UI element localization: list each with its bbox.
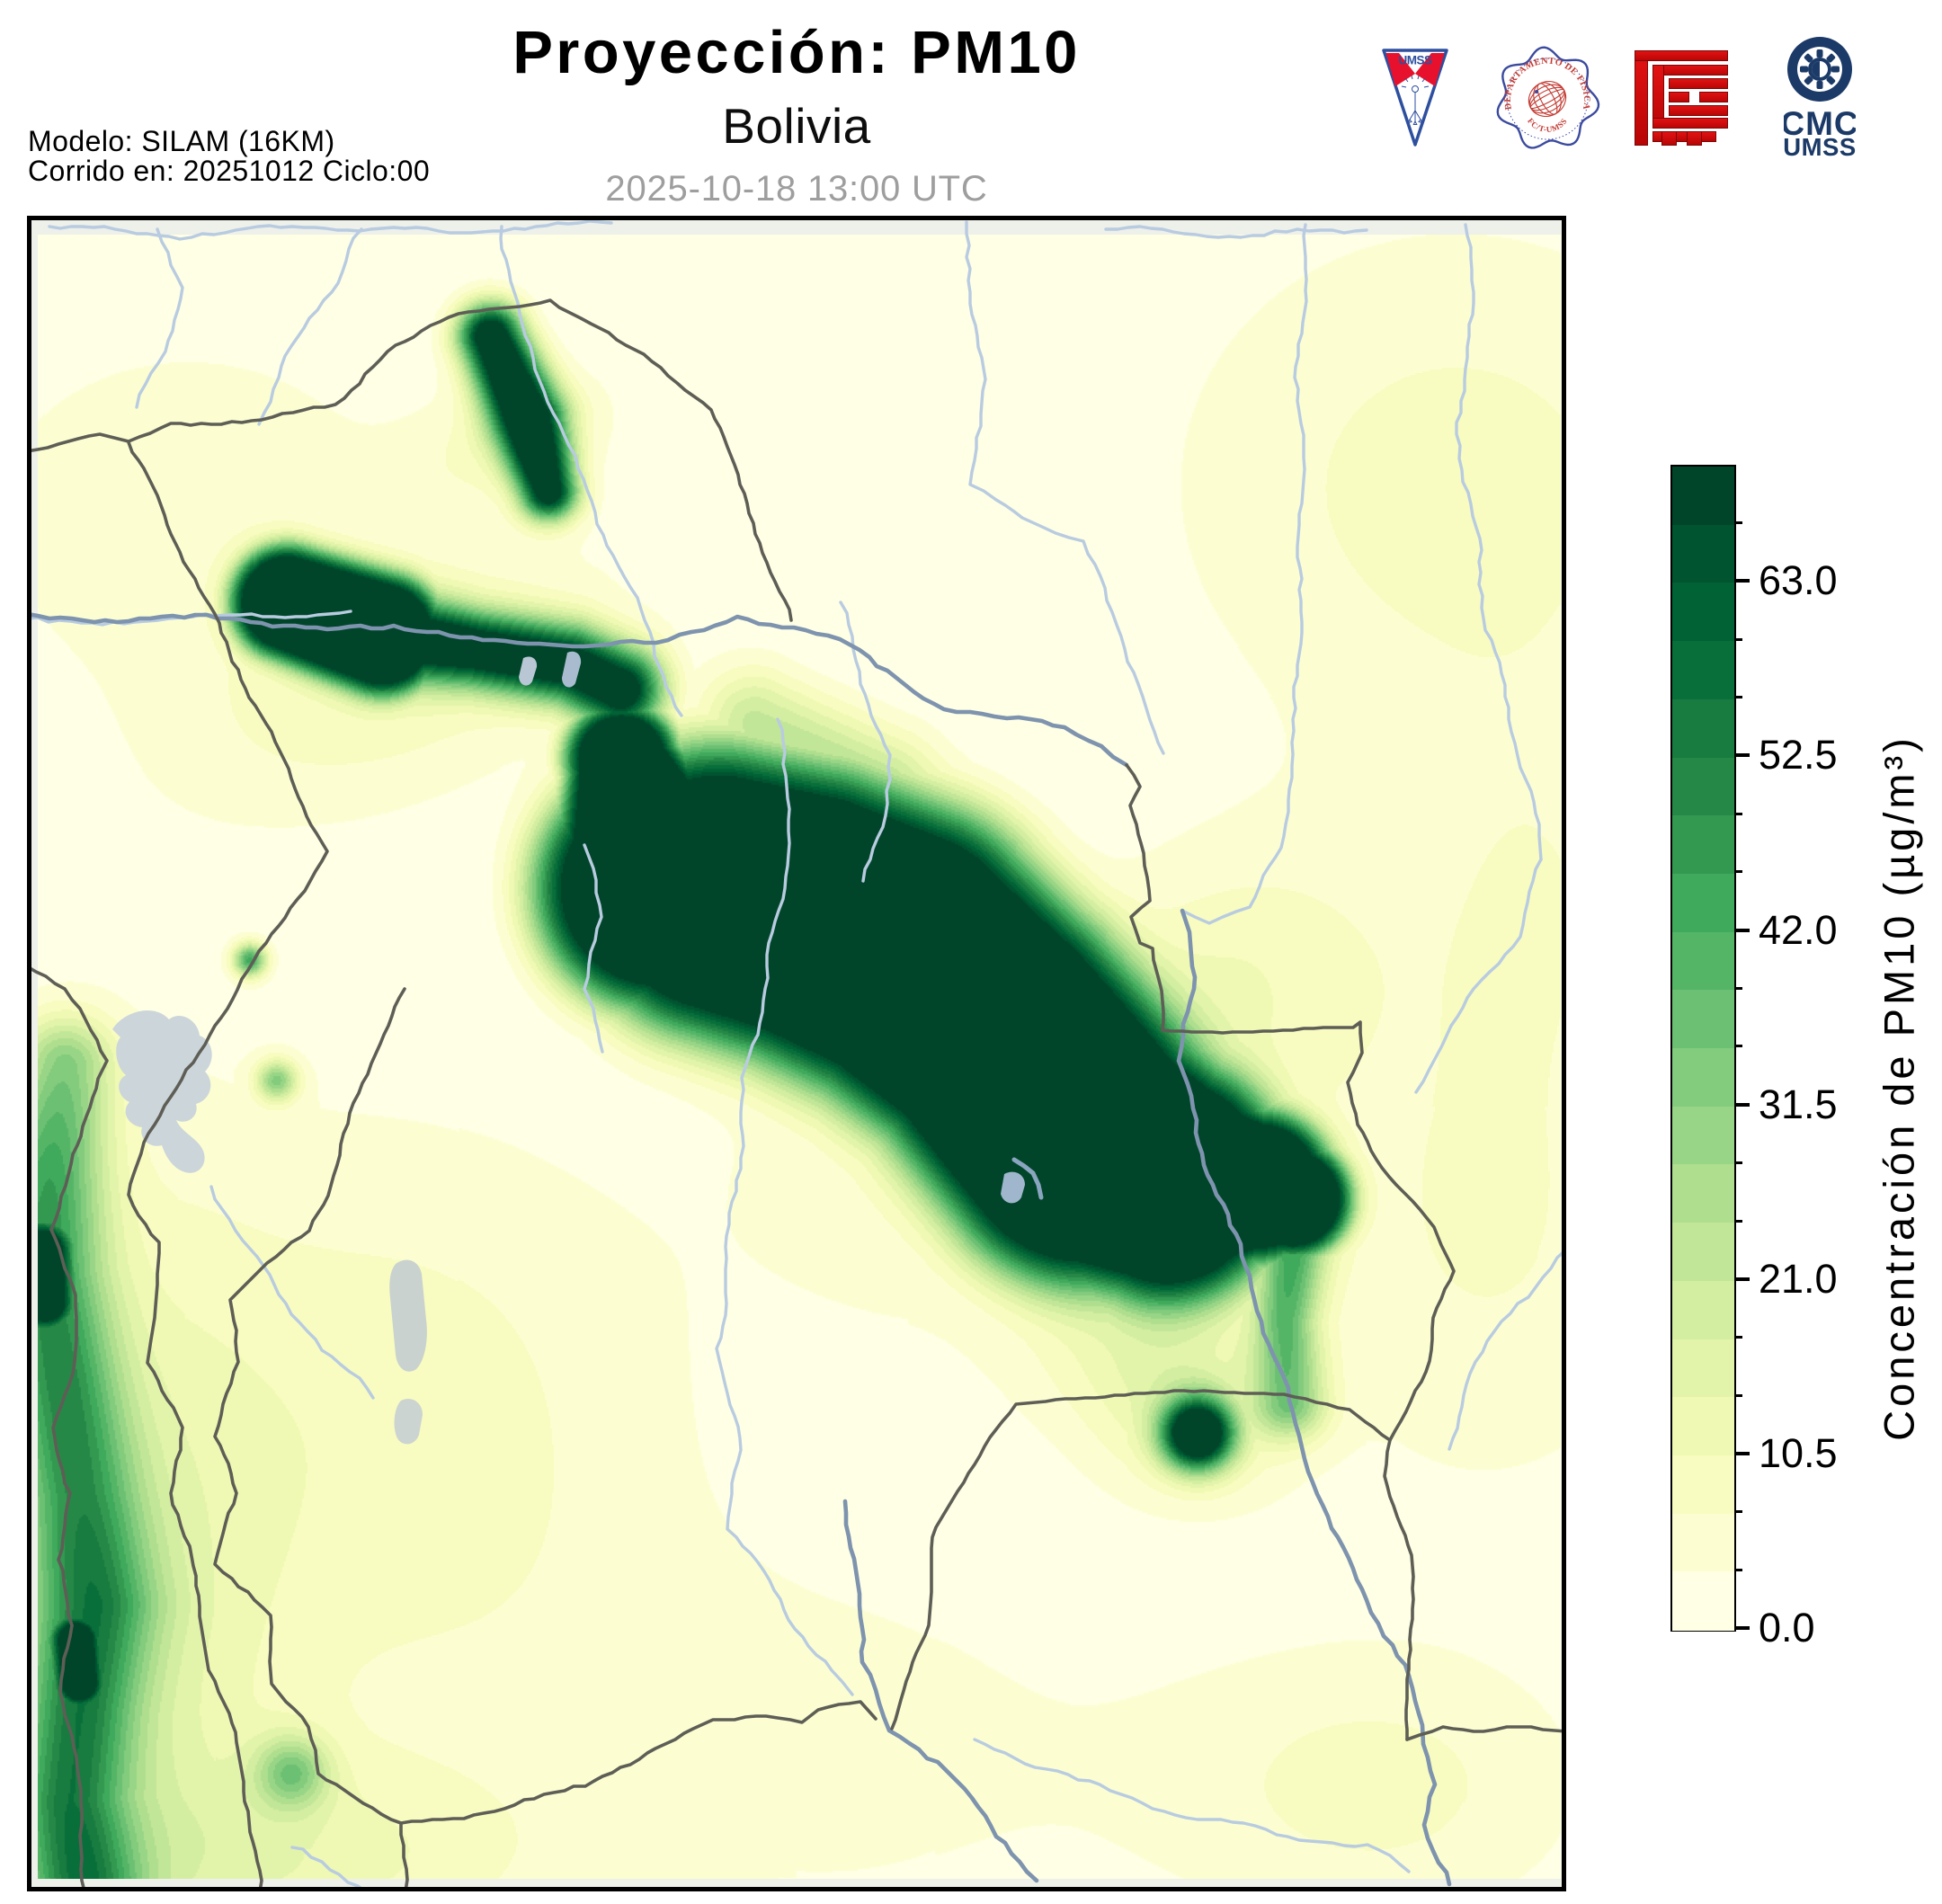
svg-text:CMC: CMC: [1784, 105, 1856, 142]
svg-text:UMSS: UMSS: [1784, 133, 1856, 161]
svg-text:UMSS: UMSS: [1398, 54, 1431, 67]
